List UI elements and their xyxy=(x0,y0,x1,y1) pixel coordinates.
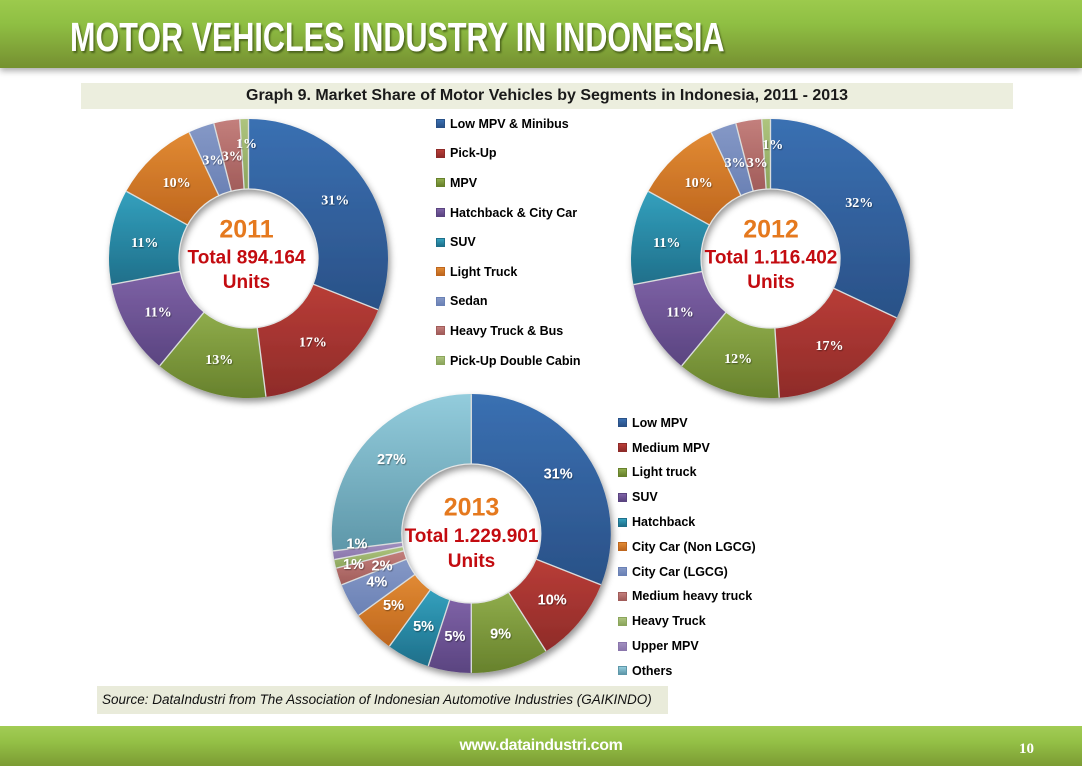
svg-text:Units: Units xyxy=(448,551,496,572)
svg-text:32%: 32% xyxy=(845,196,873,211)
svg-text:1%: 1% xyxy=(762,138,783,153)
svg-text:10%: 10% xyxy=(538,592,567,608)
svg-text:3%: 3% xyxy=(725,156,746,171)
svg-text:13%: 13% xyxy=(205,353,233,368)
svg-text:3%: 3% xyxy=(747,156,768,171)
svg-text:3%: 3% xyxy=(202,154,223,169)
svg-text:2013: 2013 xyxy=(444,493,500,521)
svg-text:10%: 10% xyxy=(685,176,713,191)
svg-text:31%: 31% xyxy=(544,467,573,483)
svg-text:17%: 17% xyxy=(299,335,327,350)
svg-text:31%: 31% xyxy=(321,193,349,208)
svg-text:11%: 11% xyxy=(131,236,158,251)
svg-text:1%: 1% xyxy=(343,557,364,573)
svg-text:1%: 1% xyxy=(236,137,257,152)
svg-text:17%: 17% xyxy=(816,339,844,354)
svg-text:4%: 4% xyxy=(366,575,387,591)
svg-text:12%: 12% xyxy=(724,352,752,367)
svg-text:Units: Units xyxy=(223,272,271,293)
svg-text:10%: 10% xyxy=(163,176,191,191)
svg-text:27%: 27% xyxy=(377,452,406,468)
svg-text:1%: 1% xyxy=(346,536,367,552)
svg-text:2012: 2012 xyxy=(743,216,799,244)
svg-text:5%: 5% xyxy=(383,598,404,614)
svg-text:11%: 11% xyxy=(653,236,680,251)
svg-text:Total 1.229.901: Total 1.229.901 xyxy=(405,526,539,547)
svg-text:5%: 5% xyxy=(444,629,465,645)
svg-text:9%: 9% xyxy=(490,626,511,642)
svg-text:3%: 3% xyxy=(222,150,243,165)
svg-text:11%: 11% xyxy=(666,306,693,321)
svg-text:Total 894.164: Total 894.164 xyxy=(188,247,306,268)
svg-text:Total 1.116.402: Total 1.116.402 xyxy=(705,247,838,268)
svg-text:2011: 2011 xyxy=(219,216,273,244)
svg-text:Units: Units xyxy=(747,272,795,293)
svg-text:5%: 5% xyxy=(413,619,434,635)
svg-text:11%: 11% xyxy=(144,306,171,321)
svg-text:2%: 2% xyxy=(372,558,393,574)
